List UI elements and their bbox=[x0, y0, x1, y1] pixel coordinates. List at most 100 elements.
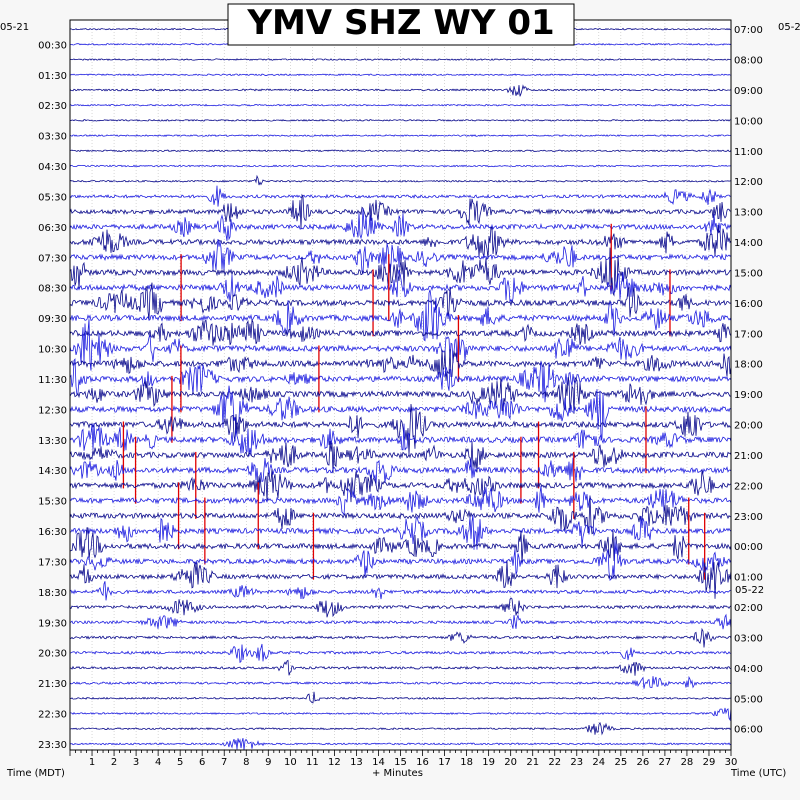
trace-line bbox=[69, 349, 732, 381]
trace-line bbox=[69, 721, 732, 736]
chart-title: YMV SHZ WY 01 bbox=[246, 3, 554, 43]
left-time-label: 09:30 bbox=[38, 314, 67, 325]
x-axis-ticks: 1 2 3 4 5 6 7 8 9 10 11 12 13 14 15 16 17 18 19 20 21 22 23 24 2… bbox=[69, 750, 737, 768]
trace-line bbox=[69, 319, 732, 346]
trace-line bbox=[69, 627, 732, 648]
x-tick-label: 23 bbox=[570, 757, 583, 768]
right-time-label: 13:00 bbox=[734, 208, 763, 219]
trace-line bbox=[69, 376, 732, 414]
trace-line bbox=[69, 73, 732, 77]
left-time-label: 18:30 bbox=[38, 588, 67, 599]
right-time-label: 09:00 bbox=[734, 86, 763, 97]
right-time-label: 06:00 bbox=[734, 725, 763, 736]
left-time-label: 14:30 bbox=[38, 466, 67, 477]
trace-line bbox=[69, 514, 732, 550]
trace-line bbox=[69, 613, 732, 630]
trace-line bbox=[69, 164, 732, 168]
left-time-label: 02:30 bbox=[38, 101, 67, 112]
left-time-label: 05:30 bbox=[38, 192, 67, 203]
right-time-label: 18:00 bbox=[734, 360, 763, 371]
left-time-label: 00:30 bbox=[38, 40, 67, 51]
right-time-label: 14:00 bbox=[734, 238, 763, 249]
trace-line bbox=[69, 319, 732, 371]
trace-line bbox=[69, 134, 732, 137]
left-time-label: 23:30 bbox=[38, 740, 67, 751]
x-tick-label: 25 bbox=[614, 757, 627, 768]
right-time-label: 08:00 bbox=[734, 56, 763, 67]
trace-line bbox=[69, 495, 732, 535]
left-time-label: 11:30 bbox=[38, 375, 67, 386]
right-time-label: 03:00 bbox=[734, 633, 763, 644]
left-axis-label: Time (MDT) bbox=[6, 768, 65, 779]
x-tick-label: 24 bbox=[592, 757, 605, 768]
trace-line bbox=[69, 659, 732, 676]
trace-line bbox=[69, 440, 732, 474]
left-time-label: 13:30 bbox=[38, 436, 67, 447]
trace-line bbox=[69, 597, 732, 618]
x-tick-label: 10 bbox=[284, 757, 297, 768]
trace-line bbox=[69, 358, 732, 403]
seismogram-traces bbox=[69, 27, 732, 751]
left-time-label: 16:30 bbox=[38, 527, 67, 538]
trace-line bbox=[69, 737, 732, 751]
x-tick-label: 19 bbox=[482, 757, 495, 768]
x-tick-label: 5 bbox=[177, 757, 183, 768]
trace-line bbox=[69, 185, 732, 207]
left-time-label: 04:30 bbox=[38, 162, 67, 173]
left-time-label: 22:30 bbox=[38, 710, 67, 721]
trace-line bbox=[69, 560, 732, 599]
right-time-label: 05:00 bbox=[734, 694, 763, 705]
left-time-label: 17:30 bbox=[38, 557, 67, 568]
right-time-label: 16:00 bbox=[734, 299, 763, 310]
x-tick-label: 15 bbox=[394, 757, 407, 768]
x-tick-label: 7 bbox=[221, 757, 227, 768]
left-time-label: 07:30 bbox=[38, 253, 67, 264]
x-tick-label: 26 bbox=[636, 757, 649, 768]
trace-line bbox=[69, 238, 732, 275]
left-time-label: 19:30 bbox=[38, 618, 67, 629]
left-time-label: 10:30 bbox=[38, 345, 67, 356]
x-tick-label: 12 bbox=[328, 757, 341, 768]
x-tick-label: 21 bbox=[526, 757, 539, 768]
trace-line bbox=[69, 247, 732, 297]
left-time-label: 15:30 bbox=[38, 497, 67, 508]
x-tick-label: 17 bbox=[438, 757, 451, 768]
trace-line bbox=[69, 174, 732, 186]
x-tick-label: 11 bbox=[306, 757, 319, 768]
x-tick-label: 8 bbox=[243, 757, 249, 768]
right-date-change-label: 05-22 bbox=[735, 585, 764, 596]
right-date-label: 05-2 bbox=[778, 22, 800, 33]
right-time-label: 04:00 bbox=[734, 664, 763, 675]
x-tick-label: 16 bbox=[416, 757, 429, 768]
trace-line bbox=[69, 208, 732, 241]
trace-line bbox=[69, 675, 732, 689]
right-time-label: 17:00 bbox=[734, 329, 763, 340]
x-tick-label: 9 bbox=[265, 757, 271, 768]
x-tick-label: 6 bbox=[199, 757, 205, 768]
right-time-labels: 07:00 08:00 09:00 10:00 11:00 12:00 13:00 14:00… bbox=[734, 25, 763, 736]
right-time-label: 10:00 bbox=[734, 116, 763, 127]
right-time-label: 21:00 bbox=[734, 451, 763, 462]
trace-line bbox=[69, 457, 732, 486]
trace-line bbox=[69, 193, 732, 229]
right-time-label: 22:00 bbox=[734, 481, 763, 492]
trace-line bbox=[69, 691, 732, 704]
x-tick-label: 27 bbox=[659, 757, 672, 768]
trace-line bbox=[70, 707, 732, 722]
left-time-label: 12:30 bbox=[38, 405, 67, 416]
x-tick-label: 14 bbox=[372, 757, 385, 768]
trace-line bbox=[69, 119, 732, 122]
trace-line bbox=[69, 540, 732, 581]
x-tick-label: 29 bbox=[703, 757, 716, 768]
left-time-label: 03:30 bbox=[38, 132, 67, 143]
trace-line bbox=[69, 224, 732, 259]
trace-line bbox=[69, 423, 732, 457]
trace-line bbox=[69, 643, 732, 664]
x-tick-label: 1 bbox=[89, 757, 95, 768]
x-tick-label: 3 bbox=[133, 757, 139, 768]
left-time-label: 06:30 bbox=[38, 223, 67, 234]
left-date-label: 05-21 bbox=[0, 22, 29, 33]
x-tick-label: 4 bbox=[155, 757, 161, 768]
trace-line bbox=[69, 385, 732, 441]
left-time-label: 21:30 bbox=[38, 679, 67, 690]
